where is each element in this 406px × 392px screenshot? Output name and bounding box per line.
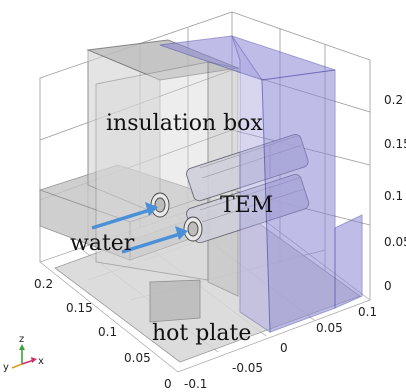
z-tick-label: 0.15 [384,137,406,151]
floor-y-tick-label: 0.15 [66,301,93,315]
floor-x-tick-label: 0.1 [358,305,377,319]
insulation-box-label: insulation box [106,111,263,136]
insulation-box-blue[interactable] [159,35,363,333]
floor-y-tick-label: 0.1 [98,325,117,339]
hot-plate-label: hot plate [152,321,251,346]
floor-y-tick-label: 0 [164,377,172,391]
tem-label: TEM [220,193,273,218]
triad-x-label: x [38,356,44,367]
z-tick-label: 0.05 [384,235,406,249]
floor-x-tick-label: 0.05 [316,321,343,335]
floor-x-tick-label: -0.1 [184,377,207,391]
floor-x-tick-label: 0 [280,341,288,355]
water-arrows [91,202,188,254]
orientation-triad: z y x [3,334,44,373]
floor-y-tick-label: 0.05 [124,351,151,365]
triad-z-label: z [19,334,24,345]
water-inlets[interactable] [150,192,203,242]
water-label: water [70,231,135,256]
z-tick-label: 0 [384,279,392,293]
floor-x-tick-label: -0.05 [232,361,263,375]
z-tick-label: 0.1 [384,189,403,203]
floor-y-tick-label: 0.2 [34,277,53,291]
z-tick-label: 0.2 [384,93,403,107]
triad-y-label: y [3,362,9,373]
